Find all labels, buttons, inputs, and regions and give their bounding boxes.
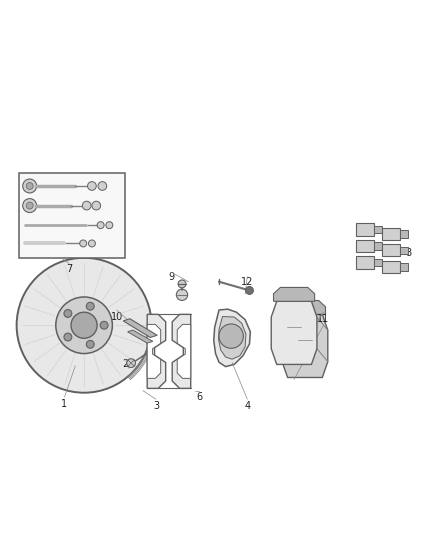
Circle shape: [92, 201, 101, 210]
Circle shape: [23, 179, 37, 193]
Circle shape: [178, 280, 186, 288]
Circle shape: [17, 258, 152, 393]
Circle shape: [246, 287, 253, 294]
Polygon shape: [374, 243, 382, 249]
Polygon shape: [172, 314, 191, 389]
Text: 1: 1: [61, 399, 67, 409]
Circle shape: [86, 341, 94, 348]
Circle shape: [86, 302, 94, 310]
Circle shape: [100, 321, 108, 329]
Polygon shape: [284, 301, 325, 314]
Circle shape: [98, 182, 107, 190]
Polygon shape: [273, 287, 314, 301]
Bar: [382, 228, 400, 240]
Circle shape: [80, 240, 87, 247]
Text: 11: 11: [317, 314, 329, 324]
Circle shape: [177, 289, 187, 301]
Circle shape: [88, 182, 96, 190]
Text: 4: 4: [244, 401, 251, 411]
Text: 9: 9: [168, 272, 174, 282]
Polygon shape: [374, 259, 382, 266]
Polygon shape: [271, 301, 317, 365]
Text: 3: 3: [153, 401, 159, 411]
Circle shape: [106, 222, 113, 229]
Circle shape: [71, 312, 97, 338]
Polygon shape: [127, 330, 153, 343]
Bar: [382, 261, 400, 273]
Circle shape: [23, 199, 37, 213]
Bar: [382, 244, 400, 256]
Polygon shape: [400, 247, 408, 254]
Polygon shape: [214, 309, 251, 367]
Polygon shape: [147, 325, 161, 378]
Text: 12: 12: [241, 277, 254, 287]
Circle shape: [127, 359, 135, 367]
Polygon shape: [282, 314, 328, 377]
Text: 7: 7: [66, 264, 72, 273]
Circle shape: [219, 324, 244, 349]
Text: 6: 6: [196, 392, 202, 402]
Polygon shape: [147, 314, 166, 389]
Bar: [356, 223, 374, 236]
Circle shape: [64, 310, 72, 318]
Bar: [19, 173, 125, 258]
Bar: [356, 240, 374, 252]
Text: 2: 2: [122, 359, 128, 369]
Polygon shape: [219, 317, 246, 359]
Circle shape: [97, 222, 104, 229]
Polygon shape: [177, 325, 191, 378]
Text: 10: 10: [111, 312, 123, 321]
Bar: [356, 256, 374, 269]
Circle shape: [88, 240, 95, 247]
Polygon shape: [123, 319, 157, 337]
Polygon shape: [400, 263, 408, 271]
Text: 8: 8: [405, 248, 411, 259]
Polygon shape: [400, 230, 408, 238]
Circle shape: [26, 182, 33, 189]
Polygon shape: [374, 226, 382, 233]
Circle shape: [64, 333, 72, 341]
Circle shape: [82, 201, 91, 210]
Circle shape: [56, 297, 113, 353]
Circle shape: [26, 202, 33, 209]
